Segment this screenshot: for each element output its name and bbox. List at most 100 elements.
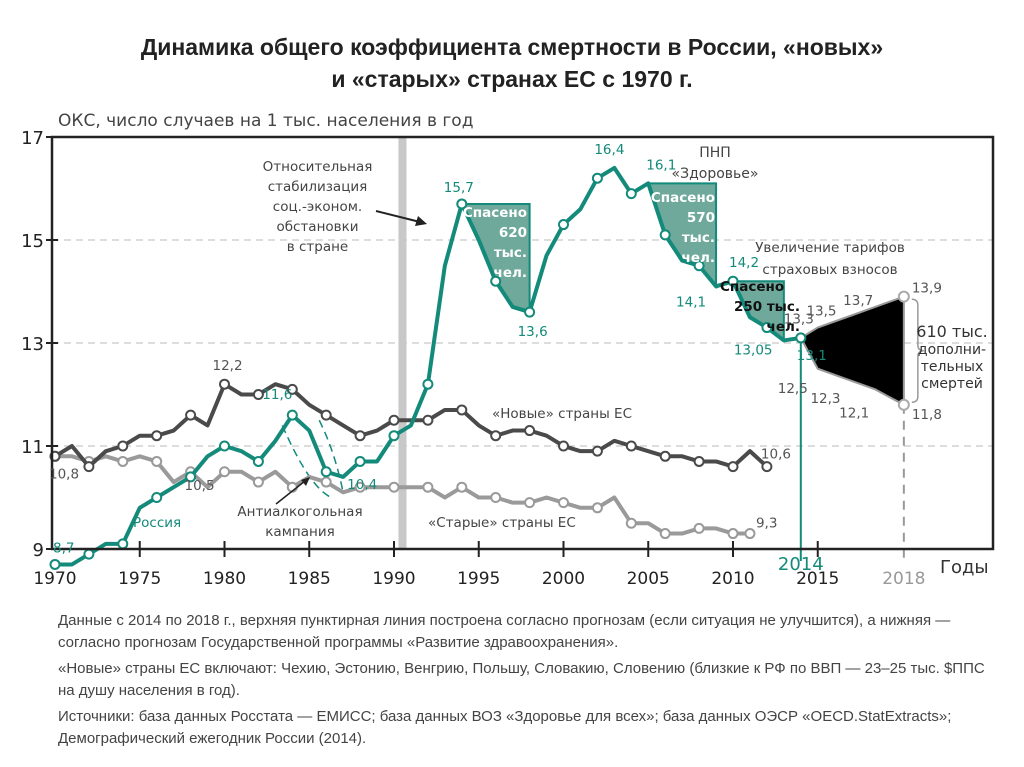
forecast-area <box>799 295 905 407</box>
y-tick-label: 15 <box>21 231 44 252</box>
data-label: 13,1 <box>797 348 827 364</box>
series-new-eu-point <box>693 455 705 467</box>
annotation-antialcohol: Антиалкогольная кампания <box>225 502 375 542</box>
data-label: 10,6 <box>761 447 791 463</box>
series-old-eu-point <box>744 528 756 540</box>
series-old-eu-point <box>151 455 163 467</box>
x-tick-label: 1975 <box>118 569 161 589</box>
data-label: 13,05 <box>734 342 773 358</box>
x-tick-label: 1985 <box>288 569 331 589</box>
annotation-line: тыс. <box>493 245 527 261</box>
series-old-eu-point <box>456 481 468 493</box>
annotation-stabilization: Относительная стабилизация соц.-эконом. … <box>250 157 385 257</box>
x-tick-label: 2015 <box>796 569 839 589</box>
forecast-endpoint <box>897 398 910 411</box>
annotation-saved-620: Спасено 620 тыс. чел. <box>455 203 527 283</box>
annotation-line: в стране <box>286 239 349 255</box>
series-russia-point <box>795 332 807 344</box>
annotation-saved-570: Спасено 570 тыс. чел. <box>642 188 715 268</box>
series-new-eu-point <box>83 461 95 473</box>
series-new-eu-point <box>151 430 163 442</box>
x-tick-label: 1970 <box>33 569 76 589</box>
series-new-eu-point <box>219 378 230 390</box>
data-label: 16,1 <box>646 157 676 173</box>
data-label: 11,8 <box>912 407 942 423</box>
annotation-line: чел. <box>766 319 800 335</box>
annotation-line: соц.-эконом. <box>272 199 363 215</box>
antialcohol-contour <box>281 419 344 499</box>
series-new-eu-point <box>659 450 671 462</box>
annotation-line: Спасено <box>650 190 715 206</box>
x-tick-label: 1980 <box>203 569 246 589</box>
arrow-head-icon <box>301 477 310 486</box>
annotation-line: смертей <box>921 376 983 392</box>
annotation-line: 620 <box>498 225 527 241</box>
data-label: 14,1 <box>676 294 706 310</box>
series-old-eu-point <box>388 481 400 493</box>
x-axis-title: Годы <box>940 557 989 578</box>
series-new-eu-point <box>117 440 129 452</box>
series-old-eu-point <box>117 455 129 467</box>
data-label: 13,9 <box>912 281 942 297</box>
annotation-line: ПНП <box>699 145 731 161</box>
annotation-tariffs: Увеличение тарифов страховых взносов <box>745 237 915 281</box>
series-new-eu-point <box>456 404 468 416</box>
series-new-eu-point <box>558 440 569 452</box>
data-label: 13,3 <box>784 312 814 328</box>
data-label: 13,6 <box>518 324 548 340</box>
footnote-sources: Источники: база данных Росстата — ЕМИСС;… <box>58 708 952 747</box>
label-old-eu: «Старые» страны ЕС <box>428 515 576 531</box>
data-label: 12,1 <box>839 405 869 421</box>
series-russia-point <box>558 219 569 231</box>
series-new-eu-point <box>422 414 434 426</box>
footnote-new-eu: «Новые» страны ЕС включают: Чехию, Эстон… <box>58 660 985 699</box>
series-new-eu-point <box>286 383 298 395</box>
series-russia-point <box>524 306 536 318</box>
data-label: 8,7 <box>53 540 74 556</box>
series-russia-point <box>761 322 773 334</box>
series-russia-point <box>422 378 434 390</box>
annotation-pnp: ПНП «Здоровье» <box>665 143 765 185</box>
series-old-eu-point <box>320 476 332 488</box>
series-new-eu-point <box>727 461 739 473</box>
annotation-line: стабилизация <box>267 179 368 195</box>
series-russia-point <box>490 275 502 287</box>
series-russia-point <box>659 229 671 241</box>
y-tick-label: 13 <box>21 334 44 355</box>
series-russia-point <box>727 275 739 287</box>
x-tick-label: 2005 <box>627 569 670 589</box>
data-label: 14,2 <box>729 255 759 271</box>
arrow-antialcohol <box>275 480 306 505</box>
series-russia-point <box>591 172 603 184</box>
data-label: 10,8 <box>49 466 79 482</box>
series-russia-point <box>151 492 163 503</box>
arrow-stabilization <box>375 210 421 223</box>
x-tick-label: 2000 <box>542 569 585 589</box>
series-russia-point <box>49 558 61 570</box>
y-axis-title: ОКС, число случаев на 1 тыс. населения в… <box>58 111 473 131</box>
series-old-eu-point <box>219 466 230 478</box>
series-new-eu-point <box>320 409 332 421</box>
annotation-saved-250: Спасено 250 тыс. чел. <box>720 277 800 337</box>
series-old-eu-point <box>354 481 366 493</box>
series-russia-point <box>117 538 129 550</box>
x-tick-label: 2018 <box>882 569 925 589</box>
extra-deaths-brace <box>911 298 924 403</box>
data-label: 10,4 <box>347 477 377 493</box>
series-new-eu-point <box>185 409 197 421</box>
series-old-eu-point <box>659 528 671 540</box>
forecast-endpoint <box>897 290 910 303</box>
label-new-eu: «Новые» страны ЕС <box>492 406 633 422</box>
series-russia-point <box>354 455 366 467</box>
series-russia-point <box>286 409 298 421</box>
series-old-eu-point <box>252 476 264 488</box>
annotation-line: Спасено <box>720 279 785 295</box>
series-russia-point <box>625 188 637 200</box>
annotation-line: 570 <box>686 210 715 226</box>
data-label: 12,2 <box>213 358 243 374</box>
annotation-line: страховых взносов <box>762 262 898 278</box>
annotation-line: тыс. <box>681 230 715 246</box>
series-old-eu-point <box>693 522 705 534</box>
series-new-eu-point <box>625 440 637 452</box>
